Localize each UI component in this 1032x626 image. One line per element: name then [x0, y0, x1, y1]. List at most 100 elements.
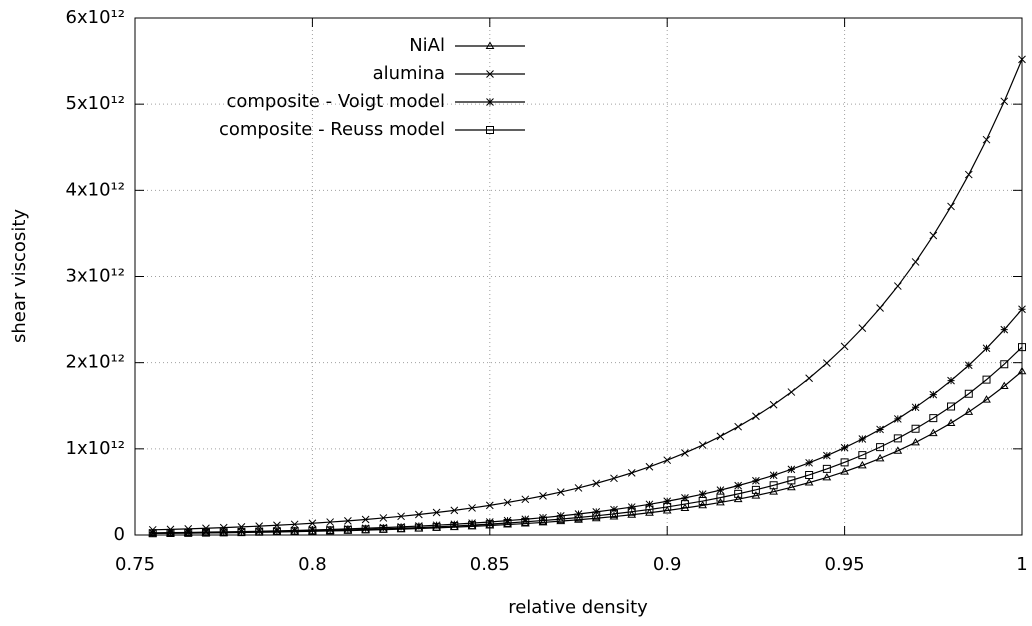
marker [876, 425, 884, 434]
marker [326, 518, 334, 526]
legend-marker [486, 98, 494, 106]
x-tick-label: 0.75 [115, 554, 155, 575]
marker [681, 494, 689, 502]
marker [805, 374, 813, 383]
marker [947, 376, 955, 385]
marker [361, 524, 370, 533]
marker [414, 510, 423, 519]
marker [858, 451, 867, 460]
y-tick-label: 3x10¹² [66, 266, 125, 287]
marker [823, 451, 831, 460]
marker [539, 513, 547, 522]
x-tick-label: 1 [1016, 554, 1027, 575]
marker [893, 415, 902, 423]
legend-marker [486, 70, 494, 78]
marker [663, 497, 672, 506]
marker [538, 517, 548, 526]
marker [645, 462, 654, 471]
marker [219, 528, 228, 537]
marker [450, 522, 459, 531]
marker [645, 508, 654, 516]
marker [432, 508, 441, 517]
marker [663, 456, 672, 465]
marker [716, 432, 725, 441]
marker [1000, 360, 1009, 369]
marker [627, 503, 636, 511]
marker [290, 527, 299, 536]
marker [1018, 55, 1026, 64]
marker [698, 490, 707, 499]
marker [166, 529, 175, 538]
marker [432, 522, 441, 531]
marker [627, 507, 636, 516]
marker [272, 527, 281, 536]
marker [769, 400, 778, 409]
marker [805, 458, 813, 467]
marker [592, 479, 601, 488]
marker [574, 513, 583, 522]
marker [237, 527, 246, 536]
y-tick-label: 4x10¹² [66, 179, 125, 200]
marker [503, 519, 512, 528]
marker [982, 395, 991, 403]
marker [751, 485, 760, 494]
marker [485, 501, 494, 510]
marker [326, 526, 335, 535]
marker [787, 388, 796, 396]
marker [379, 523, 388, 532]
marker [574, 515, 583, 523]
marker [893, 446, 903, 454]
marker [840, 443, 849, 452]
marker [805, 470, 814, 479]
marker [929, 390, 938, 399]
marker [751, 491, 761, 499]
marker [255, 527, 264, 536]
marker [468, 521, 477, 530]
x-tick-label: 0.95 [825, 554, 865, 575]
marker [397, 523, 405, 531]
marker [893, 434, 902, 443]
marker [787, 465, 796, 474]
series-line [152, 308, 1023, 534]
marker [982, 375, 991, 384]
marker [609, 512, 619, 520]
y-tick-label: 1x10¹² [66, 438, 125, 459]
marker [734, 481, 743, 490]
marker [1017, 366, 1027, 375]
marker [308, 526, 317, 534]
legend-label: alumina [373, 63, 445, 84]
marker [680, 500, 689, 509]
marker [450, 506, 459, 515]
marker [858, 324, 867, 332]
x-tick-label: 0.8 [298, 554, 327, 575]
marker [539, 516, 548, 525]
marker [397, 524, 406, 533]
marker [823, 359, 831, 367]
marker [450, 520, 459, 529]
marker [911, 437, 920, 446]
marker [574, 484, 583, 492]
marker [556, 515, 565, 524]
marker [734, 422, 743, 431]
marker [591, 513, 601, 522]
y-tick-label: 5x10¹² [66, 93, 125, 114]
marker [432, 521, 441, 530]
y-tick-label: 2x10¹² [66, 352, 125, 373]
marker [148, 529, 157, 538]
marker [804, 478, 814, 486]
marker [752, 476, 760, 485]
marker [769, 487, 779, 495]
y-axis-label: shear viscosity [9, 209, 30, 343]
marker [787, 482, 796, 491]
marker [308, 526, 317, 535]
plot-border [134, 17, 1023, 536]
marker [414, 523, 423, 532]
marker [184, 528, 193, 537]
series-line [152, 346, 1023, 534]
marker [698, 441, 707, 449]
marker [610, 474, 618, 483]
marker [290, 526, 299, 535]
y-tick-label: 0 [114, 524, 125, 545]
marker [716, 497, 725, 506]
marker [946, 418, 956, 427]
